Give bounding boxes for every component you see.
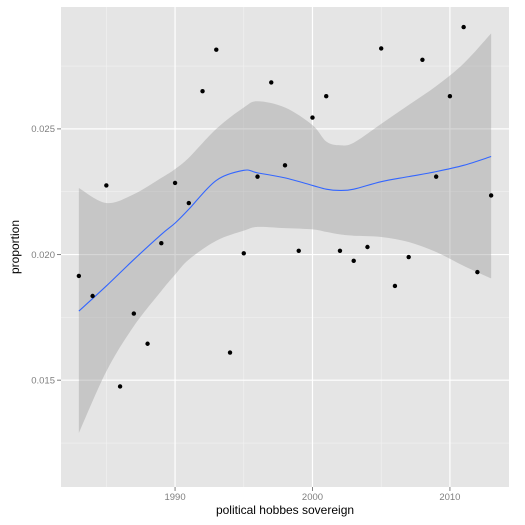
data-point — [447, 94, 453, 99]
x-axis-title: political hobbes sovereign — [216, 503, 354, 517]
data-point — [255, 174, 260, 179]
data-points — [76, 24, 494, 389]
x-tick-label: 2000 — [302, 492, 323, 503]
data-point — [475, 269, 480, 275]
x-tick-label: 1990 — [164, 492, 185, 503]
data-point — [227, 350, 233, 355]
data-point — [214, 47, 219, 52]
data-point — [172, 180, 178, 186]
data-point — [159, 241, 164, 246]
data-point — [145, 341, 150, 346]
data-point — [488, 193, 494, 198]
data-point — [365, 244, 370, 250]
plot-panel — [61, 7, 509, 487]
major-gridlines — [61, 7, 509, 487]
data-point — [406, 254, 411, 260]
x-tick-label: 2010 — [439, 492, 460, 503]
data-point — [131, 311, 137, 316]
data-point — [420, 57, 425, 62]
y-tick-label: 0.015 — [31, 375, 55, 386]
smooth-trend-line — [78, 156, 492, 312]
data-point — [310, 115, 315, 120]
x-axis: 1990 2000 2010 — [164, 487, 460, 503]
data-point — [200, 88, 205, 94]
data-point — [282, 163, 288, 168]
y-axis-title: proportion — [8, 220, 22, 274]
data-point — [392, 283, 398, 289]
y-axis: 0.015 0.020 0.025 — [31, 124, 61, 386]
data-point — [296, 248, 301, 253]
data-point — [337, 248, 343, 253]
data-point — [186, 200, 192, 206]
data-point — [76, 273, 82, 279]
data-point — [461, 24, 466, 30]
minor-gridlines — [61, 7, 509, 487]
y-tick-label: 0.025 — [31, 124, 55, 135]
data-point — [269, 80, 274, 85]
data-point — [378, 46, 384, 51]
data-point — [117, 384, 123, 389]
confidence-band — [78, 33, 492, 433]
data-point — [241, 251, 246, 256]
data-point — [324, 94, 329, 99]
y-tick-label: 0.020 — [31, 250, 55, 261]
data-point — [433, 174, 439, 179]
data-point — [351, 258, 356, 264]
data-point — [104, 183, 109, 188]
data-point — [90, 293, 95, 299]
